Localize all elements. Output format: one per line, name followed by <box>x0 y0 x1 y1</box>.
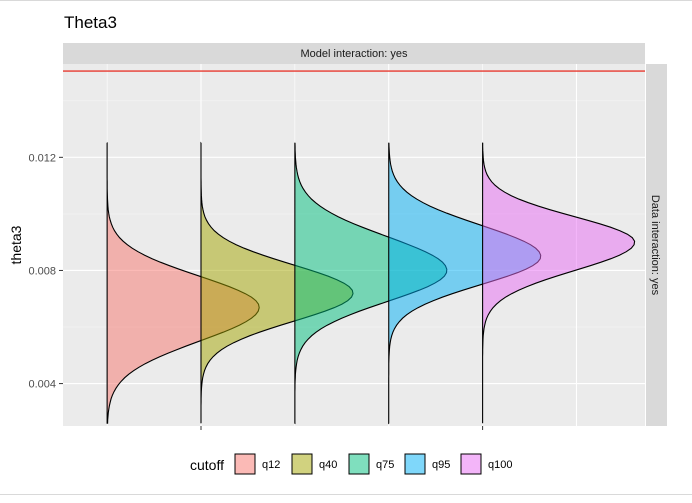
legend-key-q75 <box>348 453 370 475</box>
y-axis: 0.004 0.008 0.012 <box>28 152 63 391</box>
top-rule <box>0 0 692 1</box>
legend-label-q75: q75 <box>376 459 394 471</box>
chart-title: Theta3 <box>64 13 117 32</box>
x-axis <box>200 426 484 430</box>
facet-strip-right-label: Data interaction: yes <box>649 195 661 296</box>
legend-label-q95: q95 <box>432 459 450 471</box>
y-tick-label: 0.004 <box>28 379 56 391</box>
y-tick-label: 0.012 <box>28 152 56 164</box>
legend-key-q100 <box>460 453 482 475</box>
y-axis-title: theta3 <box>8 225 24 264</box>
legend-key-q40 <box>291 453 313 475</box>
facet-strip-top <box>63 43 645 64</box>
legend-key-q95 <box>404 453 426 475</box>
bottom-rule <box>0 494 692 495</box>
legend-label-q40: q40 <box>319 459 337 471</box>
violin-q100 <box>482 142 636 424</box>
violins <box>106 141 636 425</box>
legend-title: cutoff <box>190 457 224 473</box>
legend-key-q12 <box>234 453 256 475</box>
facet-strip-right <box>646 64 667 426</box>
legend: cutoff q12 q40 q75 q95 q100 <box>190 453 512 475</box>
y-tick-label: 0.008 <box>28 265 56 277</box>
legend-label-q100: q100 <box>488 459 512 471</box>
legend-label-q12: q12 <box>262 459 280 471</box>
facet-strip-top-label: Model interaction: yes <box>301 48 408 60</box>
